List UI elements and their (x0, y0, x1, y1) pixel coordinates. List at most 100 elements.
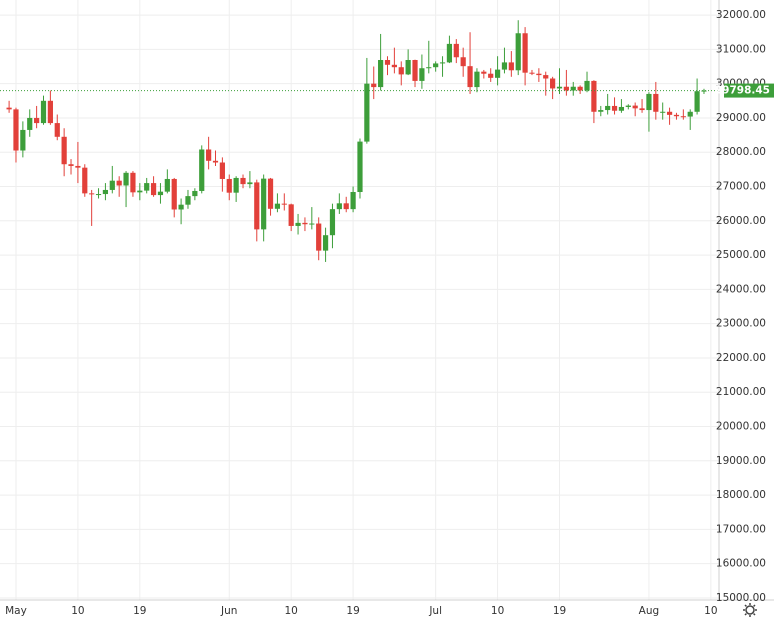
candle-body (419, 68, 425, 81)
x-tick-label: May (5, 605, 27, 617)
candle-body (481, 71, 487, 74)
candle-body (433, 63, 439, 68)
candle-body (137, 190, 143, 193)
candle-body (295, 222, 301, 226)
candle-body (378, 60, 384, 88)
candle-body (460, 57, 466, 67)
last-price-box (724, 83, 774, 98)
x-tick-label: Jul (428, 605, 442, 617)
candle-body (316, 223, 322, 251)
candle-body (364, 83, 370, 142)
settings-icon[interactable] (743, 603, 757, 617)
candle-body (13, 109, 19, 151)
candle-body (240, 177, 246, 185)
candle-body (102, 189, 109, 195)
candle-body (625, 105, 631, 107)
candle-body (639, 108, 645, 111)
x-tick-label: 19 (553, 605, 566, 617)
candle-body (515, 33, 521, 71)
last-price-label: 29798.45 (715, 85, 770, 97)
candle-body (336, 203, 342, 210)
candles (0, 20, 719, 262)
candle-body (185, 196, 191, 205)
candle-body (446, 43, 453, 63)
settings-gear-teeth[interactable] (743, 603, 757, 617)
candle-body (384, 60, 391, 65)
candle-body (20, 129, 26, 151)
y-tick-label: 21000.00 (716, 386, 766, 398)
candle-body (536, 73, 542, 76)
y-tick-label: 31000.00 (716, 43, 766, 55)
candle-body (653, 93, 659, 112)
y-tick-label: 23000.00 (716, 318, 766, 330)
y-tick-label: 15000.00 (716, 592, 766, 604)
candle-body (508, 62, 514, 71)
candle-body (109, 180, 115, 190)
candle-body (54, 123, 60, 137)
candle-body (89, 193, 95, 195)
x-tick-label: 10 (491, 605, 504, 617)
candle-body (550, 78, 556, 89)
candle-body (261, 178, 267, 230)
candle-body (116, 180, 122, 186)
candle-body (439, 62, 446, 64)
candle-body (680, 116, 686, 118)
y-tick-label: 22000.00 (716, 352, 766, 364)
y-tick-label: 29000.00 (716, 112, 766, 124)
candle-body (212, 160, 219, 163)
y-tick-label: 17000.00 (716, 523, 766, 535)
candle-body (274, 203, 281, 209)
candle-body (501, 62, 508, 70)
candle-body (61, 136, 67, 165)
candle-body (701, 90, 707, 92)
candle-body (34, 117, 40, 124)
candle-body (329, 209, 336, 236)
candle-body (577, 86, 583, 91)
candle-body (150, 183, 157, 196)
candle-body (144, 183, 150, 191)
candle-body (391, 64, 397, 68)
candle-body (40, 100, 47, 124)
candle-body (343, 203, 349, 210)
candle-body (267, 178, 274, 209)
y-tick-label: 16000.00 (716, 558, 766, 570)
candle-body (570, 86, 576, 91)
candle-body (288, 204, 294, 226)
candle-body (584, 80, 590, 91)
settings-gear[interactable] (745, 605, 755, 615)
candle-body (598, 110, 604, 112)
candle-body (591, 80, 597, 112)
candle-body (47, 100, 53, 124)
y-tick-label: 20000.00 (716, 421, 766, 433)
candle-body (556, 86, 563, 89)
candle-body (302, 222, 308, 225)
y-tick-label: 27000.00 (716, 181, 766, 193)
candle-body (199, 149, 205, 191)
candle-body (95, 194, 102, 196)
candle-body (75, 165, 81, 168)
x-tick-label: Jun (220, 605, 237, 617)
candle-body (618, 106, 625, 111)
candle-body (666, 111, 673, 115)
candle-body (426, 67, 432, 69)
candle-body (350, 192, 356, 210)
y-tick-label: 28000.00 (716, 146, 766, 158)
candle-body (611, 105, 618, 111)
y-tick-label: 18000.00 (716, 489, 766, 501)
candle-body (219, 162, 225, 179)
y-tick-label: 19000.00 (716, 455, 766, 467)
candle-body (605, 105, 611, 111)
labels: 15000.00 16000.00 17000.00 18000.00 19000.00… (5, 9, 774, 617)
candle-body (405, 60, 411, 75)
candle-body (123, 172, 129, 186)
candle-body (412, 60, 418, 81)
candle-body (529, 72, 535, 74)
candle-body (357, 141, 363, 192)
candle-body (646, 93, 652, 111)
x-tick-label: 10 (284, 605, 297, 617)
candle-body (130, 172, 136, 193)
candle-body (164, 178, 170, 192)
x-tick-label: 10 (71, 605, 84, 617)
candle-body (309, 223, 315, 225)
